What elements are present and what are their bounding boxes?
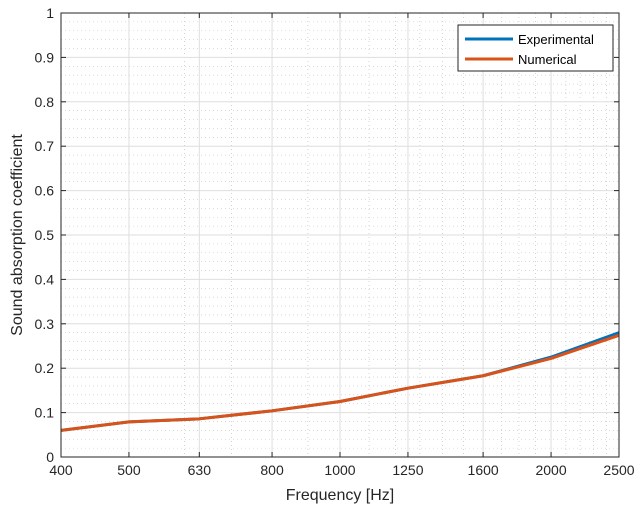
y-axis-label: Sound absorption coefficient [9,134,26,336]
y-tick-label: 0.6 [35,183,55,199]
x-axis-label: Frequency [Hz] [286,487,394,504]
x-tick-label: 1000 [324,462,355,478]
y-tick-label: 0.3 [35,316,55,332]
x-tick-label: 1250 [392,462,423,478]
y-tick-label: 0.8 [35,94,55,110]
y-tick-label: 0.9 [35,49,55,65]
x-tick-label: 1600 [468,462,499,478]
tick-marks [60,12,620,458]
y-tick-label: 0.7 [35,138,55,154]
series-layer [60,331,620,432]
x-tick-label: 2500 [603,462,634,478]
y-tick-labels: 0 0.1 0.2 0.3 0.4 0.5 0.6 0.7 0.8 0.9 1 [35,5,55,465]
y-tick-label: 0.4 [35,271,55,287]
legend: Experimental Numerical [457,24,614,72]
x-tick-label: 2000 [535,462,566,478]
x-tick-label: 800 [260,462,284,478]
y-tick-label: 0.2 [35,360,55,376]
series-line-numerical [60,333,620,432]
x-tick-labels: 400 500 630 800 1000 1250 1600 2000 2500 [49,462,634,478]
legend-box [457,24,614,72]
y-tick-label: 0.5 [35,227,55,243]
legend-label: Numerical [518,52,577,67]
legend-label: Experimental [518,32,594,47]
y-tick-label: 0.1 [35,405,55,421]
x-tick-label: 400 [49,462,73,478]
x-tick-label: 500 [117,462,141,478]
y-tick-label: 1 [46,5,54,21]
y-tick-label: 0 [46,449,54,465]
x-tick-label: 630 [188,462,212,478]
